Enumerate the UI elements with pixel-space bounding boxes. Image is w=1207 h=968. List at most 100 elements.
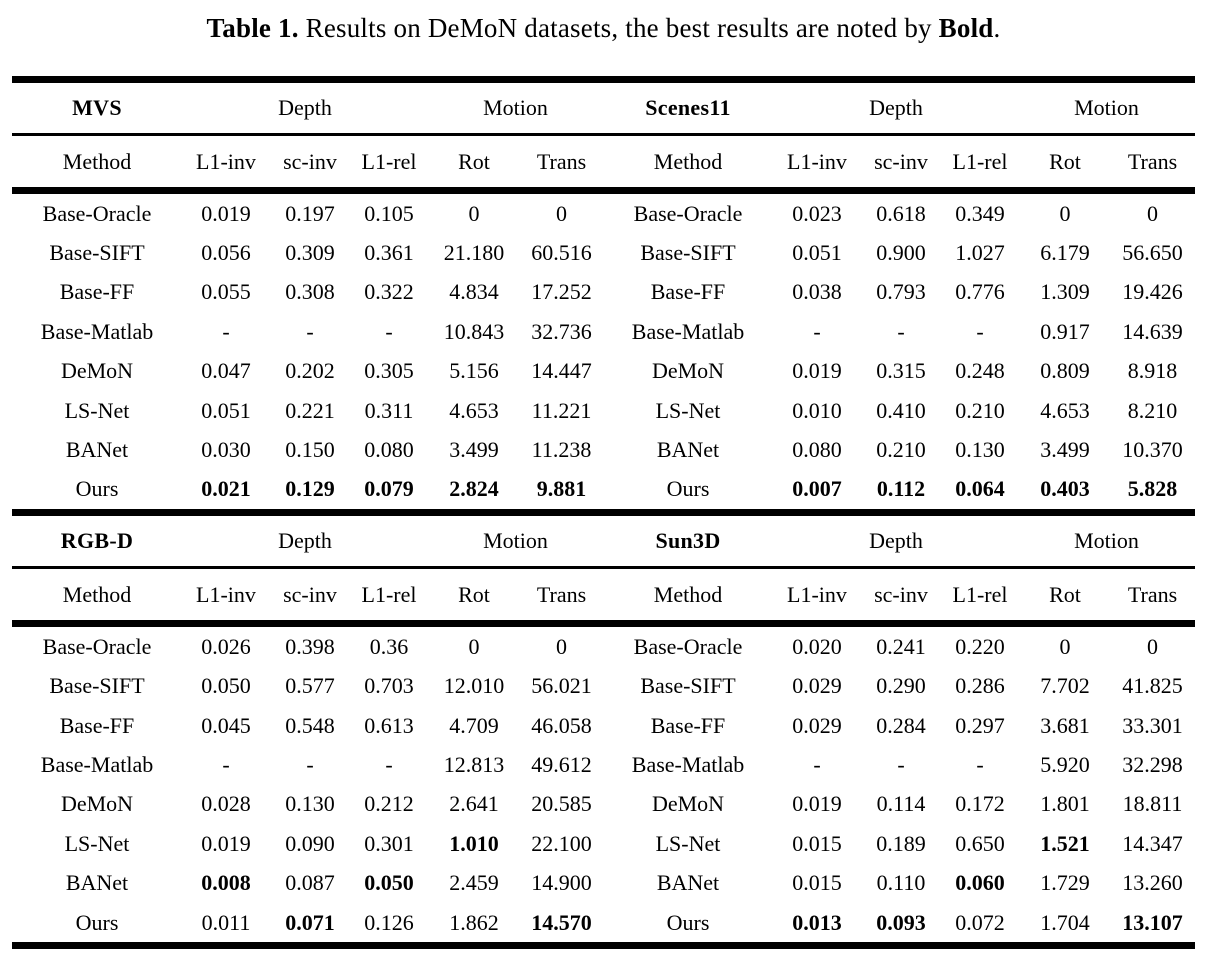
value-cell: 0.020 (792, 633, 842, 659)
value-cell: 0.112 (876, 476, 926, 502)
column-header: L1-inv (787, 581, 847, 607)
value-cell: 0.221 (285, 397, 335, 423)
value-cell: 5.920 (1040, 751, 1090, 777)
group-header-right: Sun3D Depth Motion (603, 516, 1194, 566)
value-cell: - (976, 318, 984, 344)
method-cell: BANet (65, 870, 129, 896)
value-cell: 0.322 (364, 279, 414, 305)
column-header: L1-rel (361, 148, 417, 174)
value-cell: 0.202 (285, 358, 335, 384)
table-row: LS-Net 0.051 0.221 0.311 4.653 11.221 (12, 391, 603, 430)
value-cell: 0.130 (955, 437, 1005, 463)
value-cell: 13.107 (1122, 909, 1183, 935)
value-cell: 0.349 (955, 200, 1005, 226)
value-cell: 4.709 (449, 712, 499, 738)
column-header: sc-inv (874, 581, 928, 607)
method-cell: Base-FF (650, 279, 726, 305)
value-cell: 32.298 (1122, 751, 1183, 777)
method-cell: Base-FF (59, 712, 135, 738)
method-cell: Base-Oracle (633, 633, 743, 659)
group-header-motion: Motion (483, 95, 548, 120)
value-cell: 1.027 (955, 240, 1005, 266)
value-cell: 0.613 (364, 712, 414, 738)
value-cell: 1.010 (449, 830, 499, 856)
table-row: LS-Net 0.015 0.189 0.650 1.521 14.347 (603, 824, 1194, 863)
method-cell: Base-FF (59, 279, 135, 305)
table-row: Base-Matlab - - - 5.920 32.298 (603, 745, 1194, 784)
value-cell: 0.079 (364, 476, 414, 502)
data-rows-section: Base-Oracle 0.026 0.398 0.36 0 0 Base-SIFT 0.05… (12, 627, 1195, 942)
column-header: Rot (1049, 148, 1081, 174)
method-cell: Base-SIFT (49, 240, 145, 266)
column-header: Trans (1127, 148, 1178, 174)
value-cell: 2.641 (449, 791, 499, 817)
column-header: Method (62, 581, 132, 607)
value-cell: 0.126 (364, 909, 414, 935)
value-cell: 0.172 (955, 791, 1005, 817)
value-cell: 0.019 (792, 358, 842, 384)
value-cell: 0.189 (876, 830, 926, 856)
table-row: Base-SIFT 0.056 0.309 0.361 21.180 60.516 (12, 233, 603, 272)
method-cell: LS-Net (64, 830, 130, 856)
value-cell: 1.309 (1040, 279, 1090, 305)
value-cell: - (306, 318, 314, 344)
value-cell: 0.105 (364, 200, 414, 226)
table-row: Base-Matlab - - - 10.843 32.736 (12, 312, 603, 351)
value-cell: 0.080 (364, 437, 414, 463)
value-cell: 0.047 (201, 358, 251, 384)
table-row: Base-Oracle 0.026 0.398 0.36 0 0 (12, 627, 603, 666)
method-cell: BANet (656, 437, 720, 463)
value-cell: 0.019 (792, 791, 842, 817)
table-row: DeMoN 0.028 0.130 0.212 2.641 20.585 (12, 785, 603, 824)
column-header: sc-inv (283, 148, 337, 174)
method-cell: Base-Oracle (633, 200, 743, 226)
value-cell: 0.029 (792, 673, 842, 699)
column-headers-right: Method L1-inv sc-inv L1-rel Rot Trans (603, 136, 1194, 187)
value-cell: 9.881 (536, 476, 587, 502)
value-cell: 0.410 (876, 397, 926, 423)
value-cell: 0.015 (792, 870, 842, 896)
value-cell: - (222, 751, 230, 777)
column-header: Rot (1049, 581, 1081, 607)
value-cell: 0.008 (201, 870, 251, 896)
group-header-left: RGB-D Depth Motion (12, 516, 603, 566)
value-cell: 0.051 (792, 240, 842, 266)
data-rows-section: Base-Oracle 0.019 0.197 0.105 0 0 Base-SIFT 0.0… (12, 194, 1195, 509)
value-cell: 0.129 (285, 476, 335, 502)
value-cell: 56.021 (531, 673, 592, 699)
value-cell: 0.308 (285, 279, 335, 305)
value-cell: 0.050 (201, 673, 251, 699)
column-header: Method (653, 581, 723, 607)
column-header: Method (653, 148, 723, 174)
value-cell: 0.060 (955, 870, 1005, 896)
table-row: Ours 0.007 0.112 0.064 0.403 5.828 (603, 470, 1194, 509)
value-cell: 0.110 (876, 870, 926, 896)
value-cell: 1.862 (449, 909, 499, 935)
value-cell: 17.252 (531, 279, 592, 305)
value-cell: - (222, 318, 230, 344)
value-cell: 0.315 (876, 358, 926, 384)
table-row: LS-Net 0.010 0.410 0.210 4.653 8.210 (603, 391, 1194, 430)
value-cell: - (813, 751, 821, 777)
dataset-name: RGB-D (60, 528, 134, 554)
method-cell: DeMoN (60, 358, 134, 384)
method-cell: Base-FF (650, 712, 726, 738)
value-cell: 13.260 (1122, 870, 1183, 896)
column-header: sc-inv (874, 148, 928, 174)
bottom-rule (12, 942, 1195, 950)
group-header-row: MVS Depth Motion Scenes11 Depth Motion (12, 83, 1195, 133)
value-cell: 14.570 (531, 909, 592, 935)
group-header-motion: Motion (1074, 528, 1139, 554)
group-header-right: Scenes11 Depth Motion (603, 83, 1194, 133)
value-cell: 1.729 (1040, 870, 1090, 896)
method-cell: Ours (666, 476, 710, 502)
value-cell: 0 (1147, 200, 1158, 226)
value-cell: 0.301 (364, 830, 414, 856)
column-header: Trans (1127, 581, 1178, 607)
value-cell: 0.577 (285, 673, 335, 699)
table-row: DeMoN 0.047 0.202 0.305 5.156 14.447 (12, 352, 603, 391)
value-cell: 14.900 (531, 870, 592, 896)
table-row: DeMoN 0.019 0.315 0.248 0.809 8.918 (603, 352, 1194, 391)
value-cell: 0.038 (792, 279, 842, 305)
value-cell: 0.045 (201, 712, 251, 738)
